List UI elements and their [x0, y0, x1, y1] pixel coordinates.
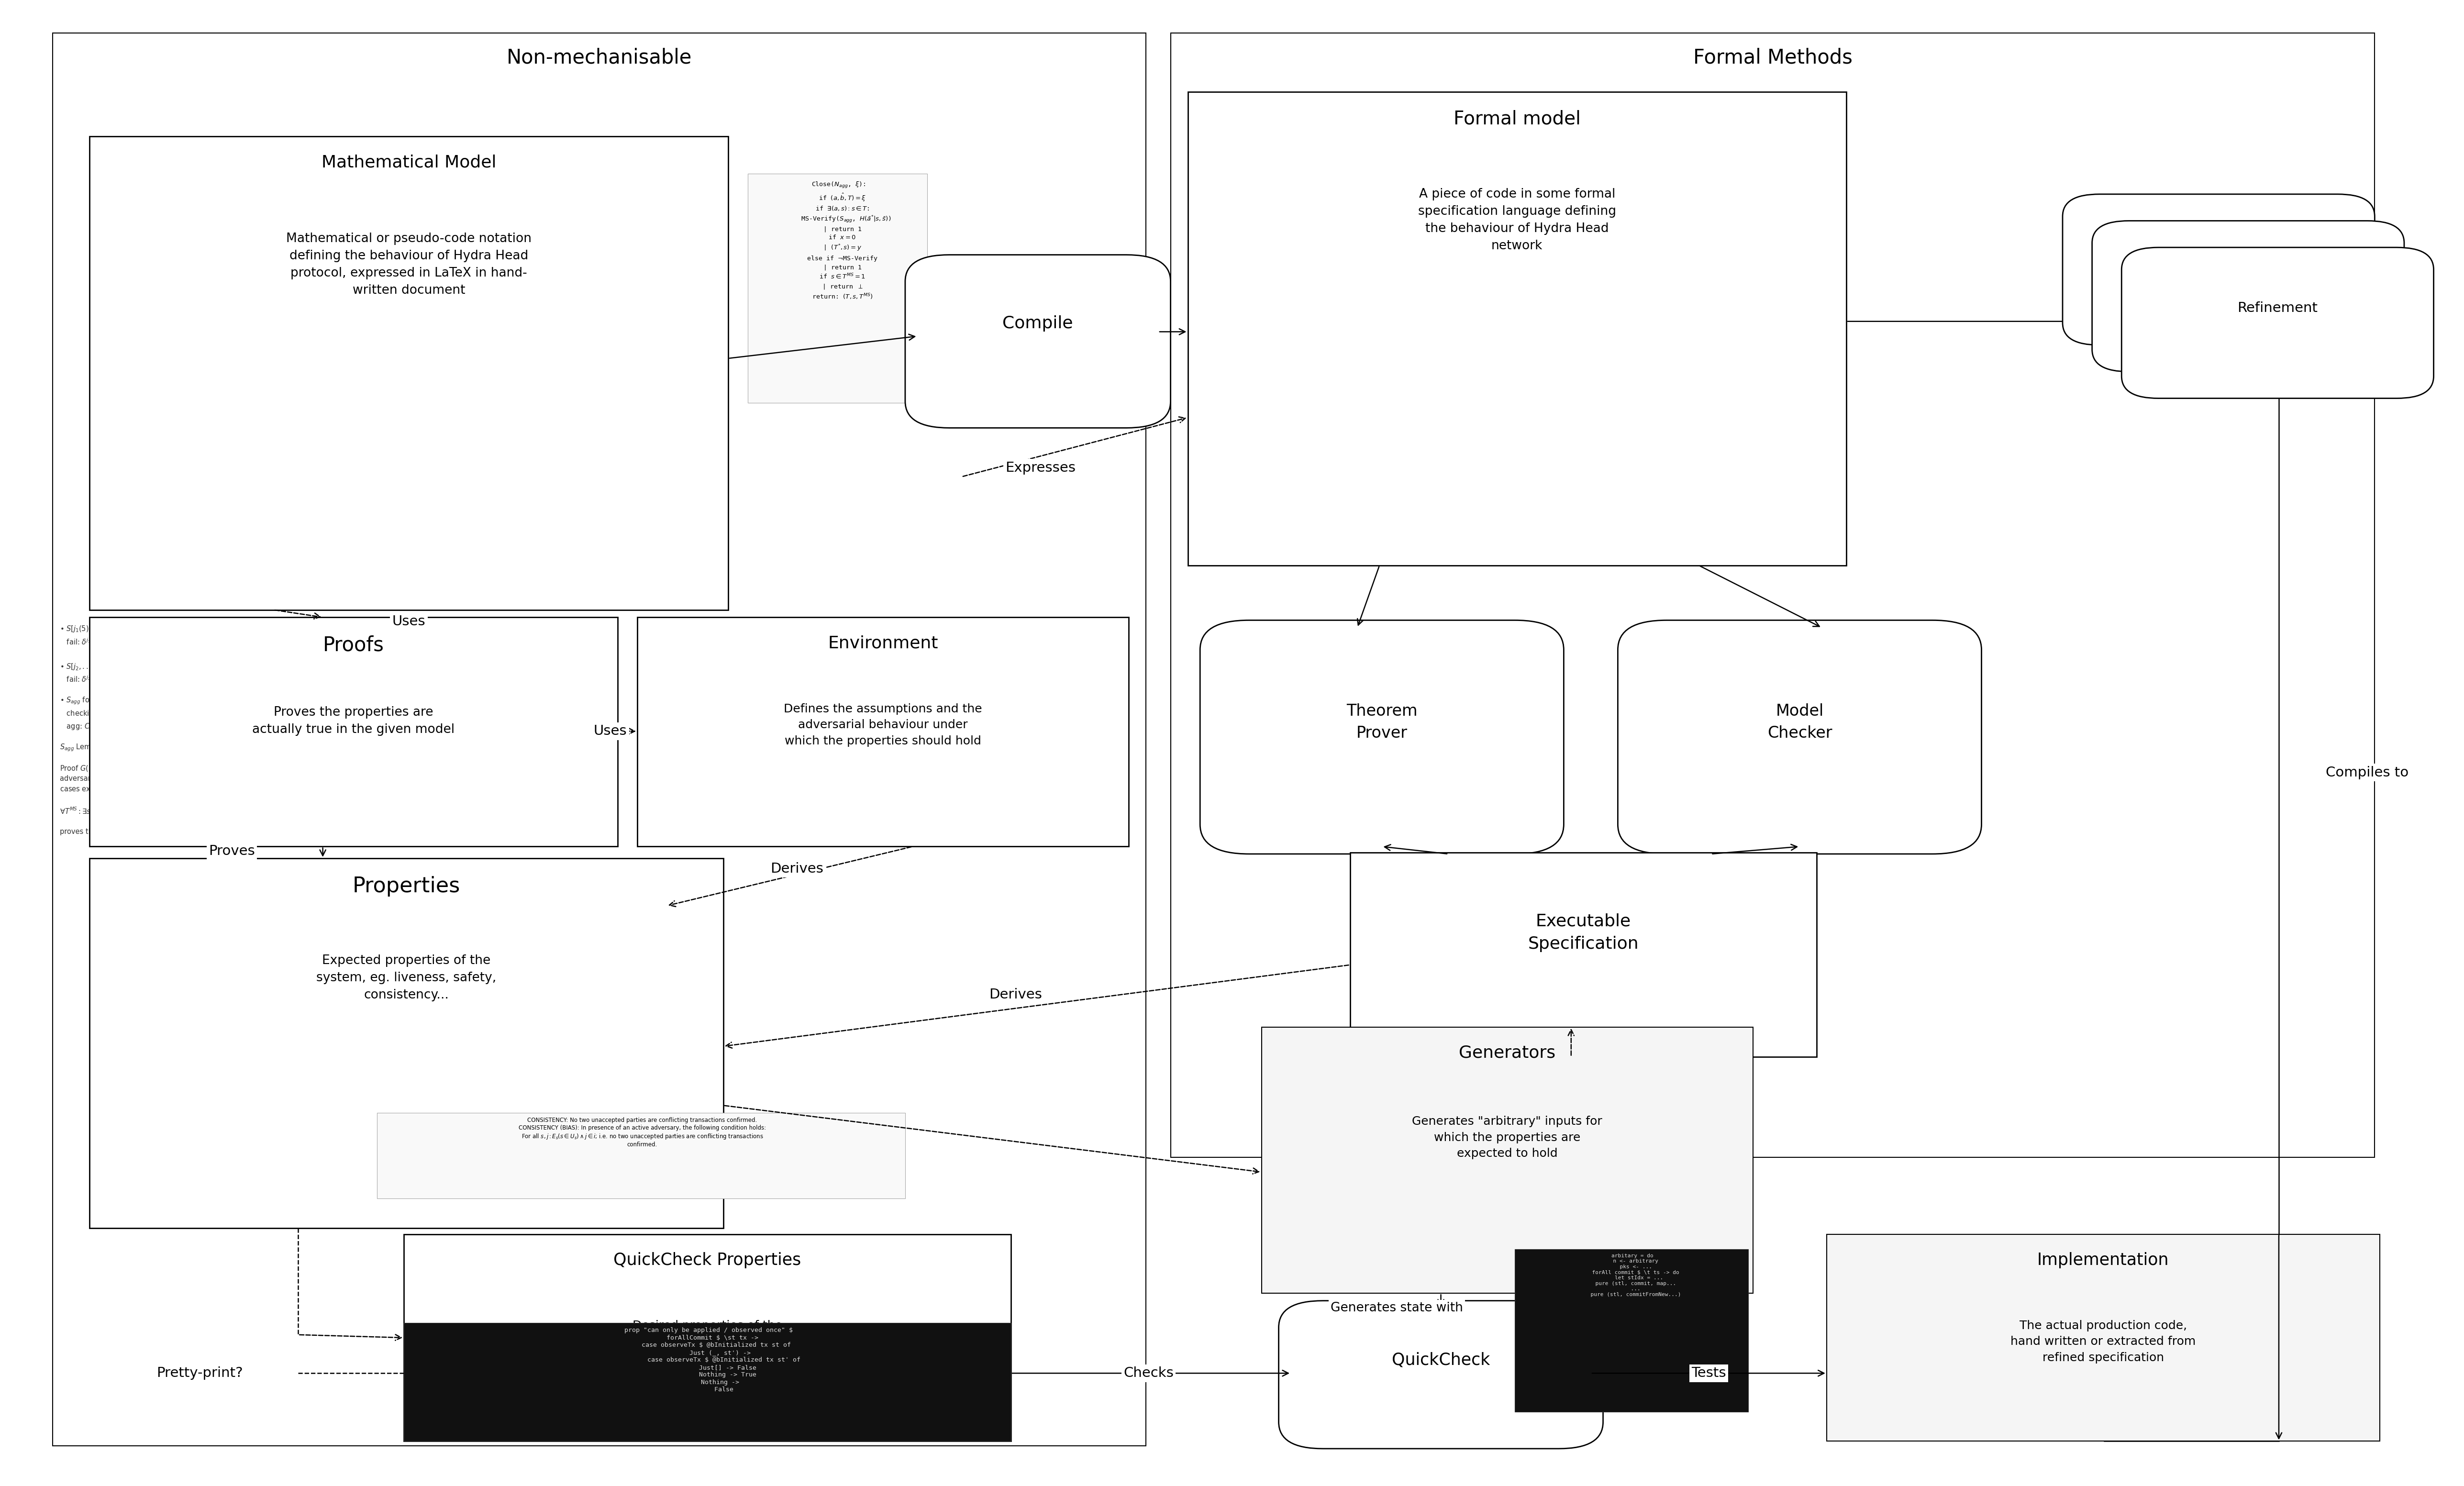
Text: Refinement: Refinement [2237, 302, 2319, 315]
Text: Close($N_{agg}$, $\xi$):
  if $(a,\hat{b},T)=\xi$
  if $\exists(a,s):s\in T$:
  : Close($N_{agg}$, $\xi$): if $(a,\hat{b},… [786, 181, 892, 302]
Text: Uses: Uses [594, 725, 626, 739]
FancyBboxPatch shape [1279, 1300, 1604, 1449]
Text: The actual production code,
hand written or extracted from
refined specification: The actual production code, hand written… [2011, 1320, 2195, 1364]
Text: Refinement: Refinement [2178, 248, 2259, 262]
Bar [1515, 1248, 1747, 1412]
Bar [89, 617, 618, 847]
Text: Executable
Specification: Executable Specification [1528, 912, 1639, 953]
Text: Mathematical or pseudo-code notation
defining the behaviour of Hydra Head
protoc: Mathematical or pseudo-code notation def… [286, 233, 532, 297]
Text: Generators: Generators [1459, 1045, 1555, 1061]
FancyBboxPatch shape [2092, 221, 2405, 372]
Bar [1262, 1027, 1752, 1293]
FancyBboxPatch shape [1619, 620, 1981, 854]
Bar [749, 174, 926, 403]
Text: Environment: Environment [828, 635, 939, 651]
Text: Generates "arbitrary" inputs for
which the properties are
expected to hold: Generates "arbitrary" inputs for which t… [1412, 1116, 1602, 1159]
Bar [404, 1235, 1010, 1441]
FancyArrowPatch shape [727, 964, 1348, 1048]
Bar [52, 33, 1146, 1446]
FancyArrowPatch shape [963, 418, 1185, 477]
Text: Mathematical Model: Mathematical Model [320, 155, 495, 171]
FancyArrowPatch shape [1439, 1294, 1444, 1305]
Text: QuickCheck Properties: QuickCheck Properties [614, 1251, 801, 1268]
Text: • $S[j_1(5)_{an}$ asserts exactly $n$ parties, $k$ leads finalize: $f_1^{}$,
   : • $S[j_1(5)_{an}$ asserts exactly $n$ pa… [59, 624, 330, 835]
FancyArrowPatch shape [320, 849, 325, 856]
Text: Desired properties of the
system expressed over
concrete datatypes and code: Desired properties of the system express… [621, 1320, 796, 1364]
FancyArrowPatch shape [724, 1106, 1259, 1174]
FancyArrowPatch shape [1385, 844, 1446, 854]
FancyArrowPatch shape [276, 611, 320, 618]
Text: Non-mechanisable: Non-mechanisable [508, 48, 692, 68]
FancyArrowPatch shape [618, 728, 636, 734]
FancyArrowPatch shape [729, 334, 914, 358]
Bar [377, 1113, 904, 1199]
Text: Defines the assumptions and the
adversarial behaviour under
which the properties: Defines the assumptions and the adversar… [784, 703, 983, 746]
Text: QuickCheck: QuickCheck [1392, 1352, 1491, 1369]
Bar [1188, 92, 1846, 566]
Bar [1826, 1235, 2380, 1441]
Text: Proofs: Proofs [323, 635, 384, 655]
Text: Formal Methods: Formal Methods [1693, 48, 1853, 68]
Text: Formal model: Formal model [1454, 110, 1582, 128]
Bar [638, 617, 1129, 847]
Text: A piece of code in some formal
specification language defining
the behaviour of : A piece of code in some formal specifica… [1417, 189, 1616, 253]
Text: Proves the properties are
actually true in the given model: Proves the properties are actually true … [251, 706, 456, 736]
Bar [1170, 33, 2375, 1158]
FancyArrowPatch shape [2277, 1235, 2282, 1438]
Text: Proves: Proves [209, 844, 254, 857]
Text: Properties: Properties [352, 877, 461, 896]
Text: arbitary = do
  n <- arbitrary
  pks <- ...
  forAll commit $ \t ts -> do
    le: arbitary = do n <- arbitrary pks <- ... … [1584, 1253, 1680, 1297]
FancyBboxPatch shape [904, 254, 1170, 428]
FancyArrowPatch shape [1712, 844, 1796, 854]
Text: Tests: Tests [1690, 1367, 1727, 1380]
Bar [1350, 853, 1816, 1057]
FancyArrowPatch shape [1700, 566, 1818, 627]
FancyBboxPatch shape [1200, 620, 1565, 854]
FancyBboxPatch shape [2122, 247, 2434, 398]
Text: CONSISTENCY: No two unaccepted parties are conflicting transactions confirmed.
C: CONSISTENCY: No two unaccepted parties a… [517, 1117, 766, 1147]
Text: Derives: Derives [771, 862, 823, 875]
FancyArrowPatch shape [1567, 1030, 1574, 1055]
Bar [89, 137, 729, 609]
Text: Generates state with: Generates state with [1331, 1302, 1464, 1314]
Text: Derives: Derives [988, 988, 1042, 1002]
FancyBboxPatch shape [2062, 195, 2375, 345]
Text: Model
Checker: Model Checker [1767, 703, 1833, 742]
FancyArrowPatch shape [1358, 566, 1380, 626]
FancyArrowPatch shape [1592, 1370, 1823, 1376]
Bar [89, 859, 724, 1229]
FancyArrowPatch shape [670, 847, 912, 906]
Text: Implementation: Implementation [2038, 1251, 2168, 1268]
Text: Compiles to: Compiles to [2326, 765, 2410, 779]
Text: Compile: Compile [1003, 315, 1074, 331]
FancyArrowPatch shape [1013, 1370, 1289, 1376]
Text: Expected properties of the
system, eg. liveness, safety,
consistency...: Expected properties of the system, eg. l… [315, 954, 495, 1002]
Text: prop "can only be applied / observed once" $
  forAllCommit $ \st tx ->
    case: prop "can only be applied / observed onc… [616, 1327, 801, 1392]
Text: Uses: Uses [392, 615, 426, 629]
FancyArrowPatch shape [301, 1334, 402, 1340]
Text: Expresses: Expresses [1005, 461, 1074, 474]
Text: Theorem
Prover: Theorem Prover [1345, 703, 1417, 742]
Bar [404, 1323, 1010, 1441]
FancyArrowPatch shape [1161, 328, 1185, 334]
Text: Checks: Checks [1124, 1367, 1173, 1380]
Text: Pretty-print?: Pretty-print? [158, 1367, 244, 1380]
FancyArrowPatch shape [1848, 318, 2072, 324]
Text: Refinement: Refinement [2208, 275, 2289, 288]
